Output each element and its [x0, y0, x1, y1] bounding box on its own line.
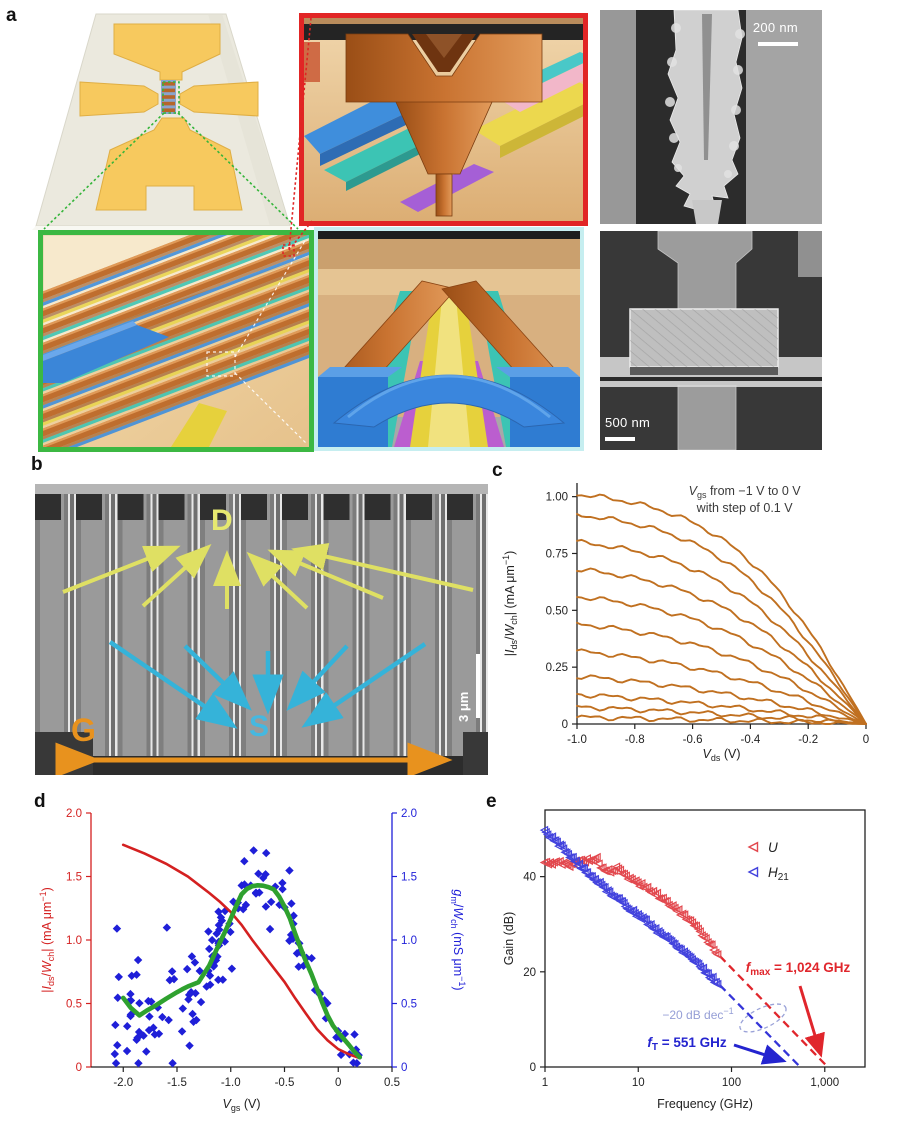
svg-text:Vgs (V): Vgs (V) — [223, 1097, 261, 1113]
svg-text:|Ids/Wch| (mA μm−1): |Ids/Wch| (mA μm−1) — [38, 887, 56, 993]
sem-corner-right — [463, 732, 488, 775]
electrode-arrows — [55, 542, 474, 775]
drain-label: D — [211, 504, 233, 537]
svg-text:0.5: 0.5 — [401, 999, 417, 1011]
transistor-array-render — [38, 230, 314, 452]
svg-text:-1.0: -1.0 — [567, 734, 587, 746]
scale-label-3um: 3 μm — [456, 691, 471, 722]
svg-text:1.5: 1.5 — [66, 872, 82, 884]
svg-text:fmax = 1,024 GHz: fmax = 1,024 GHz — [746, 960, 851, 978]
svg-text:-0.2: -0.2 — [798, 734, 818, 746]
sem-airbridge-art — [600, 230, 822, 451]
svg-text:0: 0 — [335, 1077, 341, 1089]
svg-text:-0.8: -0.8 — [625, 734, 645, 746]
svg-text:1.0: 1.0 — [401, 935, 417, 947]
tgate-render-art — [304, 18, 583, 221]
panel-label-d: d — [34, 791, 46, 812]
svg-text:0.50: 0.50 — [546, 605, 568, 617]
scale-bar-200nm — [758, 42, 798, 46]
svg-text:0.25: 0.25 — [546, 662, 568, 674]
svg-text:with step of 0.1 V: with step of 0.1 V — [696, 501, 794, 515]
sem-finger-texture — [35, 484, 488, 775]
source-label: S — [249, 710, 270, 743]
array-render-art — [43, 235, 309, 447]
svg-text:0.5: 0.5 — [384, 1077, 400, 1089]
svg-text:−20 dB dec−1: −20 dB dec−1 — [662, 1006, 733, 1022]
svg-text:Vgs from −1 V to 0 V: Vgs from −1 V to 0 V — [689, 484, 802, 500]
svg-text:Gain (dB): Gain (dB) — [502, 912, 516, 966]
svg-text:gm/Wch (mS μm−1): gm/Wch (mS μm−1) — [449, 889, 466, 990]
svg-text:H21: H21 — [768, 865, 789, 883]
svg-text:fT = 551 GHz: fT = 551 GHz — [647, 1035, 727, 1053]
panel-label-e: e — [486, 791, 497, 812]
svg-text:1: 1 — [542, 1077, 548, 1089]
gain-frequency-chart: 1 10 100 1,000 0 20 40 Frequency (GHz) Gain (dB)… — [502, 809, 866, 1111]
svg-text:-1.5: -1.5 — [167, 1077, 187, 1089]
sem-device-topview: D S G 3 μm — [35, 484, 488, 775]
gate-label: G — [71, 712, 96, 748]
svg-text:-2.0: -2.0 — [113, 1077, 133, 1089]
scale-bar-3um — [476, 654, 480, 718]
svg-text:-0.5: -0.5 — [275, 1077, 295, 1089]
svg-text:0.75: 0.75 — [546, 548, 568, 560]
svg-text:-1.0: -1.0 — [221, 1077, 241, 1089]
svg-text:U: U — [768, 840, 778, 855]
svg-text:0: 0 — [76, 1062, 82, 1074]
svg-text:0: 0 — [863, 734, 869, 746]
output-characteristics-chart: -1.0 -0.8 -0.6 -0.4 -0.2 0 0 0.25 0.50 0.75 1.00 Vd… — [501, 483, 869, 763]
svg-text:1.5: 1.5 — [401, 872, 417, 884]
scale-bar-500nm — [605, 437, 635, 441]
sem-tgate-art — [600, 9, 822, 225]
svg-text:1.00: 1.00 — [546, 492, 568, 504]
sem-top-edge — [35, 484, 488, 494]
scale-label-200nm: 200 nm — [752, 20, 798, 35]
svg-text:2.0: 2.0 — [66, 808, 82, 820]
svg-text:0.5: 0.5 — [66, 999, 82, 1011]
svg-text:40: 40 — [523, 872, 536, 884]
svg-text:-0.6: -0.6 — [683, 734, 703, 746]
svg-text:2.0: 2.0 — [401, 808, 417, 820]
sem-tgate-image: 200 nm — [600, 9, 822, 225]
panel-label-a: a — [6, 5, 17, 26]
sem-top-squares — [35, 494, 488, 520]
svg-text:0: 0 — [401, 1062, 407, 1074]
svg-text:0: 0 — [530, 1062, 536, 1074]
svg-text:-0.4: -0.4 — [740, 734, 760, 746]
panel-label-c: c — [492, 460, 503, 481]
svg-text:100: 100 — [722, 1077, 741, 1089]
chip-render — [32, 13, 294, 230]
airbridge-render — [314, 227, 584, 451]
scale-label-500nm: 500 nm — [605, 415, 651, 430]
svg-text:20: 20 — [523, 967, 536, 979]
svg-text:|Ids/Wch| (mA μm−1): |Ids/Wch| (mA μm−1) — [501, 551, 519, 657]
tgate-crosssection-render — [299, 13, 588, 226]
transfer-characteristics-chart: -2.0 -1.5 -1.0 -0.5 0 0.50 00.5 0.51.0 1.01.5 1.5… — [38, 808, 466, 1113]
svg-text:Vds (V): Vds (V) — [703, 747, 741, 763]
svg-text:0: 0 — [562, 719, 568, 731]
sem-airbridge-image: 500 nm — [600, 230, 822, 451]
panel-label-b: b — [31, 454, 43, 475]
svg-text:Frequency (GHz): Frequency (GHz) — [657, 1097, 753, 1111]
svg-text:10: 10 — [632, 1077, 645, 1089]
airbridge-render-art — [318, 231, 580, 447]
svg-text:1.0: 1.0 — [66, 935, 82, 947]
svg-text:1,000: 1,000 — [810, 1077, 839, 1089]
